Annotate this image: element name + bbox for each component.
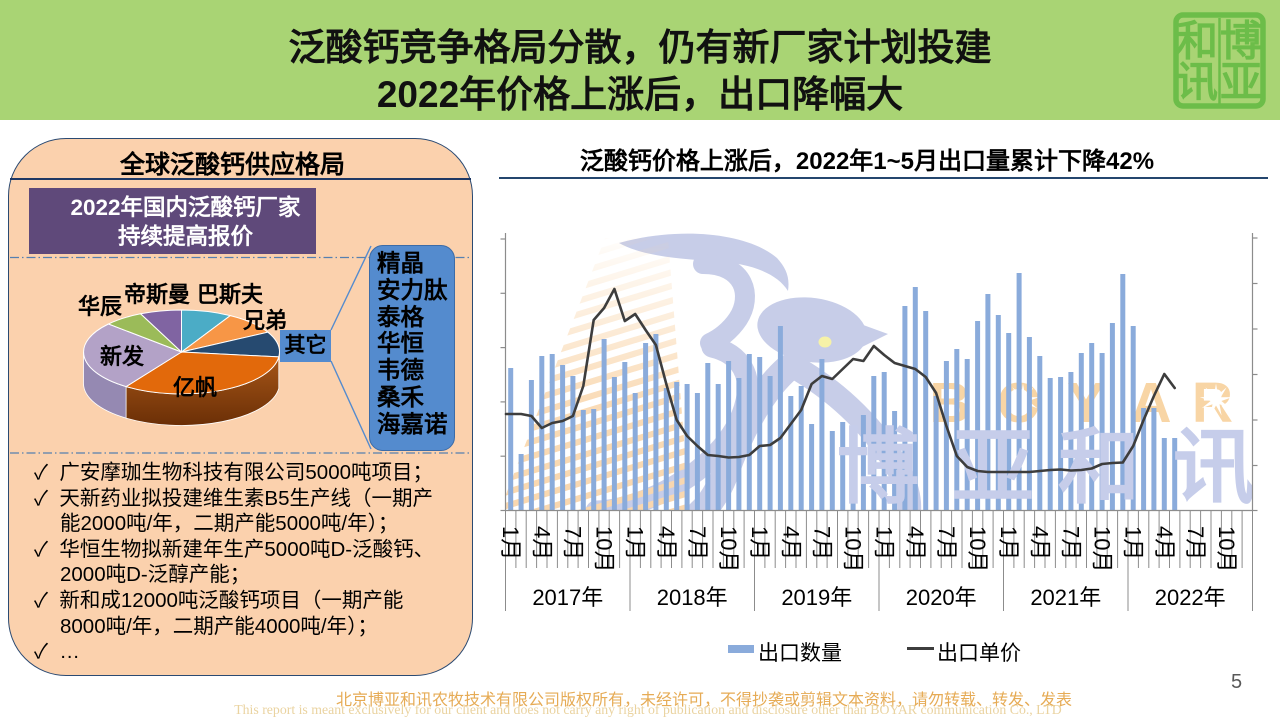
svg-text:7月: 7月 <box>934 526 959 560</box>
svg-text:10月: 10月 <box>1090 526 1115 572</box>
svg-text:4月: 4月 <box>903 526 928 560</box>
svg-text:4月: 4月 <box>778 526 803 560</box>
svg-text:2021年: 2021年 <box>1030 585 1101 610</box>
svg-text:亚: 亚 <box>952 423 1034 514</box>
svg-text:7月: 7月 <box>1183 526 1208 560</box>
svg-text:2018年: 2018年 <box>657 585 728 610</box>
svg-text:4月: 4月 <box>1027 526 1052 560</box>
svg-text:亚: 亚 <box>1220 59 1262 106</box>
svg-text:10月: 10月 <box>716 526 741 572</box>
svg-text:2017年: 2017年 <box>532 585 603 610</box>
svg-text:10月: 10月 <box>1214 526 1239 572</box>
svg-text:2022年: 2022年 <box>1155 585 1226 610</box>
svg-text:1月: 1月 <box>1121 526 1146 560</box>
svg-text:博: 博 <box>837 423 919 514</box>
svg-text:和: 和 <box>1058 423 1140 514</box>
svg-text:1月: 1月 <box>872 526 897 560</box>
svg-text:7月: 7月 <box>809 526 834 560</box>
svg-text:2020年: 2020年 <box>906 585 977 610</box>
svg-text:讯: 讯 <box>1173 423 1255 514</box>
svg-text:2019年: 2019年 <box>781 585 852 610</box>
svg-text:1月: 1月 <box>623 526 648 560</box>
svg-text:7月: 7月 <box>560 526 585 560</box>
svg-text:7月: 7月 <box>1058 526 1083 560</box>
svg-text:1月: 1月 <box>747 526 772 560</box>
svg-text:4月: 4月 <box>529 526 554 560</box>
svg-text:讯: 讯 <box>1176 59 1218 106</box>
svg-text:7月: 7月 <box>685 526 710 560</box>
svg-text:10月: 10月 <box>965 526 990 572</box>
svg-text:1月: 1月 <box>996 526 1021 560</box>
svg-text:1月: 1月 <box>498 526 523 560</box>
svg-text:10月: 10月 <box>592 526 617 572</box>
svg-text:4月: 4月 <box>1152 526 1177 560</box>
svg-text:4月: 4月 <box>654 526 679 560</box>
svg-text:博: 博 <box>1220 18 1262 65</box>
svg-text:10月: 10月 <box>841 526 866 572</box>
svg-text:和: 和 <box>1176 18 1218 65</box>
